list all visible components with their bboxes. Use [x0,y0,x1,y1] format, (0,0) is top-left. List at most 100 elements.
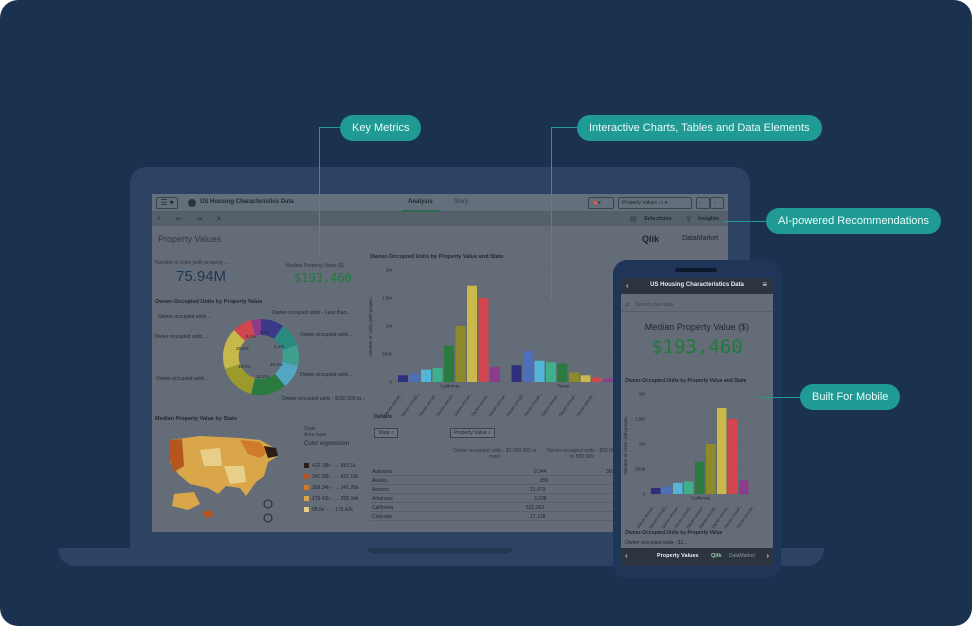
step-back-icon[interactable]: ⇤ [176,216,182,223]
map-legend-heading: State [304,426,316,432]
donut-value: 8.1% [246,334,257,339]
map-alaska [172,492,200,510]
back-arrow-icon[interactable]: ‹ [626,281,629,290]
y-tick-label: 2M [386,268,393,273]
menu-icon[interactable]: ≡ [762,280,767,289]
table-row[interactable]: Colorado 17,128 [370,513,620,521]
bookmark-button[interactable]: 🔖▾ [588,197,614,209]
sheet-toolbar: ⌕ ⇤ ⇥ ✕ ▤ Selections ⚲ Insights [152,212,728,226]
donut-chart[interactable] [218,314,304,400]
phone-app-title: US Housing Characteristics Data [650,282,744,288]
callout-leader [319,127,341,128]
sheet-title: Property Values [158,234,222,244]
bar [706,444,716,494]
step-forward-icon[interactable]: ⇥ [196,216,202,223]
donut-label: Owner-occupied units ... [300,332,354,338]
y-tick-label: 1.5M [382,296,392,301]
clear-selections-icon[interactable]: ✕ [216,216,222,223]
callout-leader [319,127,320,257]
state-filter-button[interactable]: State ⌕ [374,428,398,438]
y-tick-label: 0 [389,380,392,385]
legend-swatch [304,474,309,480]
phone-bar-chart[interactable]: 2M 1.5M 1M 500k 0 Number of Units (with prope… [623,386,771,536]
bar [421,369,431,382]
details-title: Details [374,414,393,420]
y-tick-label: 2M [639,392,646,397]
column-header[interactable]: Owner-occupied units - $50,000 to $59,99… [546,448,618,460]
map-legend-item[interactable]: 179.42k - → 268.34k [304,496,358,502]
donut-label: Owner-occupied units ... [158,314,212,320]
prev-sheet-icon[interactable]: ‹ [625,551,628,560]
donut-value: 35.5% [236,346,249,351]
cell-value: 9,344 [534,469,547,475]
search-icon: ⌕ [625,300,630,309]
callout-interactive: Interactive Charts, Tables and Data Elem… [577,115,822,141]
donut-slice [234,320,255,341]
donut-label: Owner-occupied units ... [300,372,354,378]
sheet-selector-label: Property Values [622,200,658,206]
callout-leader [724,221,767,222]
prev-sheet-button[interactable]: ‹ [696,197,710,209]
tab-story[interactable]: Story [454,199,469,205]
map-legend-item[interactable]: 268.34k - → 341.26k [304,485,358,491]
table-row[interactable]: Alaska 856 [370,477,620,485]
bar [603,378,614,382]
cell-value: 856 [540,478,549,484]
bar [662,486,672,494]
cell-state: Alabama [372,469,392,475]
next-sheet-button[interactable]: › [710,197,724,209]
donut-slice [222,330,245,369]
bar-chart[interactable]: 2M 1.5M 1M 500k 0 Number of Units (with prope… [368,262,618,420]
x-group-label: Texas [557,384,570,389]
qlik-logo: Qlik [642,234,660,244]
selections-icon: ▤ [630,216,637,223]
bar [651,488,661,494]
legend-label: 341.26k - → 422.18k [312,474,359,480]
map-legend-item[interactable]: 98.5k - → 179.42k [304,507,353,513]
table-row[interactable]: California 522,363 [370,504,620,512]
tab-analysis[interactable]: Analysis [402,199,439,212]
app-top-bar: ☰ ▾ US Housing Characteristics Data Anal… [152,194,728,212]
us-map[interactable] [160,426,290,526]
phone-top-bar: ‹ US Housing Characteristics Data ≡ [621,278,773,294]
phone-section-title: Owner-Occupied Units by Property Value [625,530,723,536]
phone-kpi-value[interactable]: $193,460 [651,336,743,358]
median-kpi-value[interactable]: $193,460 [294,271,352,285]
column-header[interactable]: Owner-occupied units - $1,000,000 or mor… [453,448,537,460]
y-tick-label: 0 [642,492,645,497]
sheet-selector[interactable]: Property Values ▭ ▾ [618,197,692,209]
selections-button[interactable]: Selections [644,216,672,222]
donut-value: 6.1% [274,344,285,349]
donut-value: 15.2% [256,374,269,379]
units-kpi-value[interactable]: 75.94M [176,268,227,285]
bar [478,298,489,382]
donut-slice [261,319,283,339]
map-legend-item[interactable]: 422.18k - → 583.1k [304,463,356,469]
bar [684,481,694,494]
bar [592,377,602,382]
bar [467,285,477,382]
table-row[interactable]: Arkansas 3,238 [370,495,620,503]
insights-button[interactable]: Insights [698,216,720,222]
table-row[interactable]: Arizona 21,473 [370,486,620,494]
hamburger-menu-button[interactable]: ☰ ▾ [156,197,178,209]
app-title: US Housing Characteristics Data [200,199,294,205]
legend-label: 268.34k - → 341.26k [312,485,359,491]
bar-chart-title: Owner-Occupied Units by Property Value a… [370,254,504,260]
callout-mobile: Built For Mobile [800,384,901,410]
callout-leader [551,127,552,301]
next-sheet-icon[interactable]: › [766,551,769,560]
table-row[interactable]: Alabama 9,344 360 [370,468,620,476]
donut-value: 16.2% [270,362,283,367]
legend-swatch [304,485,309,491]
bar [432,368,443,382]
phone-search-bar[interactable]: ⌕ Search your data [621,298,773,312]
map-legend-item[interactable]: 341.26k - → 422.18k [304,474,358,480]
donut-title: Owner-Occupied Units by Property Value [155,299,263,305]
legend-label: 98.5k - → 179.42k [312,507,353,513]
units-kpi-label: Number of Units (with property ... [155,260,229,266]
smart-search-icon[interactable]: ⌕ [157,215,161,222]
cell-value: 522,363 [526,505,545,511]
property-value-filter-button[interactable]: Property Value ⌕ [450,428,495,438]
property-value-filter-label: Property Value [454,430,487,436]
